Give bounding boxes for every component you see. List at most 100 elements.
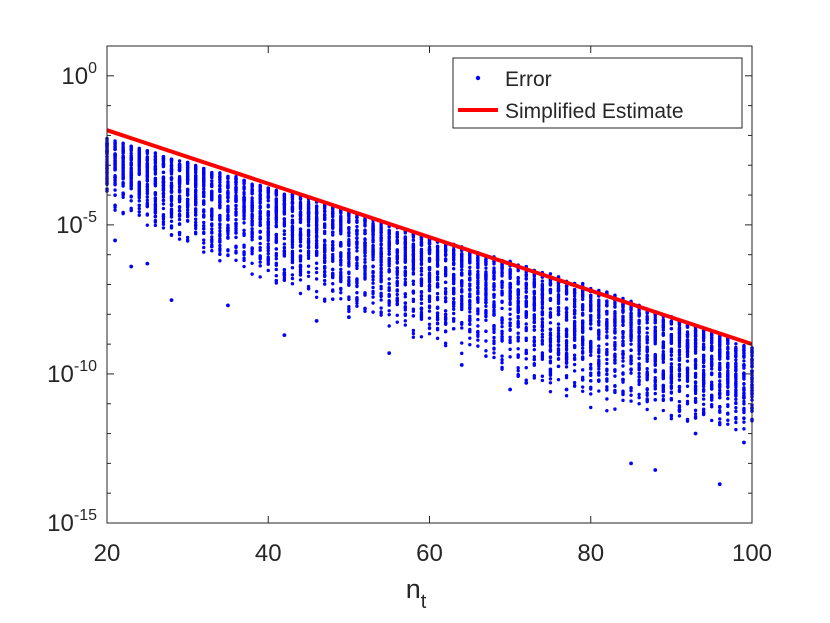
error-point xyxy=(468,303,472,307)
error-point xyxy=(298,218,303,222)
error-point xyxy=(524,378,528,382)
error-point xyxy=(572,356,577,360)
error-point xyxy=(685,332,690,337)
error-point xyxy=(653,320,657,325)
error-point xyxy=(395,234,399,239)
error-outlier-point xyxy=(459,363,464,367)
error-outlier-point xyxy=(693,431,698,436)
error-point xyxy=(460,322,464,326)
error-point xyxy=(387,324,391,328)
error-point xyxy=(613,336,617,340)
error-point xyxy=(580,368,585,372)
error-point xyxy=(242,205,246,210)
error-point xyxy=(621,323,625,328)
error-point xyxy=(540,297,545,301)
error-point xyxy=(339,267,343,271)
error-point xyxy=(306,233,311,237)
error-point xyxy=(677,399,682,404)
error-point xyxy=(137,210,141,214)
error-point xyxy=(468,342,472,347)
error-point xyxy=(339,251,343,255)
error-point xyxy=(379,239,383,243)
error-point xyxy=(556,339,561,344)
error-point xyxy=(419,247,424,251)
error-point xyxy=(185,178,190,182)
error-point xyxy=(113,205,117,209)
error-point xyxy=(403,270,408,274)
error-point xyxy=(726,369,730,373)
error-point xyxy=(210,249,214,253)
error-point xyxy=(653,340,657,344)
error-point xyxy=(339,287,343,292)
error-point xyxy=(314,241,319,246)
error-point xyxy=(435,263,440,267)
error-point xyxy=(419,283,424,288)
error-point xyxy=(371,278,375,282)
error-point xyxy=(500,289,504,293)
error-point xyxy=(411,290,416,295)
error-point xyxy=(387,277,391,281)
error-point xyxy=(734,409,738,414)
error-point xyxy=(266,242,270,246)
x-tick-label: 80 xyxy=(577,540,604,567)
error-point xyxy=(500,358,504,362)
error-point xyxy=(709,363,714,367)
error-point xyxy=(113,158,117,162)
error-point xyxy=(556,295,561,299)
error-point xyxy=(540,351,545,355)
error-point xyxy=(250,188,254,193)
error-point xyxy=(613,347,617,351)
error-point xyxy=(701,384,706,389)
error-point xyxy=(290,255,295,259)
error-point xyxy=(234,190,238,195)
error-point xyxy=(476,317,480,322)
error-point xyxy=(322,274,327,279)
error-point xyxy=(153,204,158,208)
error-point xyxy=(597,344,601,348)
error-point xyxy=(605,361,609,366)
error-point xyxy=(322,299,327,303)
error-point xyxy=(524,304,528,308)
error-point xyxy=(322,253,327,257)
error-point xyxy=(185,197,190,201)
error-point xyxy=(306,240,311,244)
error-point xyxy=(605,385,609,389)
error-point xyxy=(653,368,657,372)
error-point xyxy=(500,334,504,339)
error-point xyxy=(411,299,416,304)
error-point xyxy=(701,389,706,393)
error-point xyxy=(169,203,174,208)
error-point xyxy=(306,218,311,222)
error-point xyxy=(734,353,738,358)
error-point xyxy=(419,243,424,247)
error-point xyxy=(331,218,335,223)
error-point xyxy=(185,181,190,186)
error-point xyxy=(314,266,319,271)
error-point xyxy=(484,296,488,300)
error-point xyxy=(468,314,472,318)
error-point xyxy=(427,316,432,320)
error-point xyxy=(564,361,569,365)
error-point xyxy=(395,281,399,285)
error-point xyxy=(193,170,198,175)
error-point xyxy=(524,274,528,278)
error-point xyxy=(202,191,206,195)
error-point xyxy=(742,354,746,359)
error-point xyxy=(234,218,238,222)
error-point xyxy=(484,354,488,358)
error-point xyxy=(564,297,569,301)
error-point xyxy=(605,335,609,340)
error-point xyxy=(451,253,456,258)
error-point xyxy=(419,254,424,259)
error-point xyxy=(298,197,303,201)
error-point xyxy=(629,371,633,375)
error-point xyxy=(347,252,351,256)
error-point xyxy=(355,232,359,236)
error-point xyxy=(443,257,448,261)
error-point xyxy=(508,317,512,321)
error-point xyxy=(556,343,561,347)
error-point xyxy=(742,408,746,413)
error-point xyxy=(395,292,399,297)
error-point xyxy=(685,359,690,363)
error-point xyxy=(629,386,633,390)
